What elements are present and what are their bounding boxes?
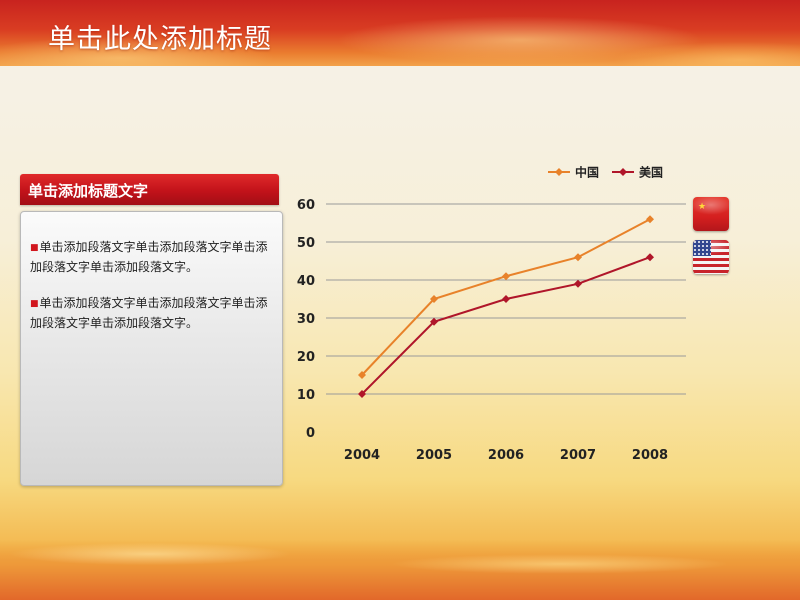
y-tick-label: 30 [297, 312, 315, 327]
data-point [574, 253, 582, 262]
x-tick-label: 2004 [344, 448, 380, 463]
x-tick-label: 2006 [488, 448, 524, 463]
x-tick-label: 2007 [560, 448, 596, 463]
data-point [430, 317, 438, 326]
text-panel: ■单击添加段落文字单击添加段落文字单击添加段落文字单击添加段落文字。 ■单击添加… [20, 211, 283, 486]
panel-header-title[interactable]: 单击添加标题文字 [28, 182, 149, 200]
data-point [358, 371, 366, 379]
y-tick-label: 0 [306, 426, 315, 441]
flag-canton [693, 240, 711, 256]
data-point [502, 272, 510, 281]
x-tick-label: 2005 [416, 448, 452, 463]
bullet-icon: ■ [30, 299, 39, 309]
data-point [430, 295, 438, 303]
y-tick-label: 60 [297, 198, 315, 213]
usa-flag-icon [693, 240, 729, 274]
paragraph-1[interactable]: ■单击添加段落文字单击添加段落文字单击添加段落文字单击添加段落文字。 [30, 238, 275, 277]
star-icon: ★ [698, 202, 707, 212]
y-tick-label: 10 [297, 388, 315, 403]
paragraph-2[interactable]: ■单击添加段落文字单击添加段落文字单击添加段落文字单击添加段落文字。 [30, 294, 275, 333]
legend-marker [619, 168, 627, 176]
bottom-decoration [0, 540, 800, 600]
data-point [502, 295, 510, 303]
paragraph-1-text: 单击添加段落文字单击添加段落文字单击添加段落文字单击添加段落文字。 [30, 240, 268, 274]
y-tick-label: 40 [297, 274, 315, 289]
data-point [358, 390, 366, 398]
paragraph-2-text: 单击添加段落文字单击添加段落文字单击添加段落文字单击添加段落文字。 [30, 296, 268, 330]
legend-label-1: 中国 [575, 165, 599, 180]
legend-label-2: 美国 [639, 165, 663, 180]
data-point [574, 279, 582, 288]
x-tick-label: 2008 [632, 448, 668, 463]
page-title[interactable]: 单击此处添加标题 [48, 24, 272, 55]
y-tick-label: 50 [297, 236, 315, 251]
data-point [646, 253, 654, 262]
legend-marker [555, 168, 563, 176]
panel-header: 单击添加标题文字 [20, 174, 279, 205]
y-tick-label: 20 [297, 350, 315, 365]
title-banner: 单击此处添加标题 [0, 0, 800, 66]
data-point [646, 215, 654, 224]
bullet-icon: ■ [30, 243, 39, 253]
china-flag-icon: ★ [693, 197, 729, 231]
